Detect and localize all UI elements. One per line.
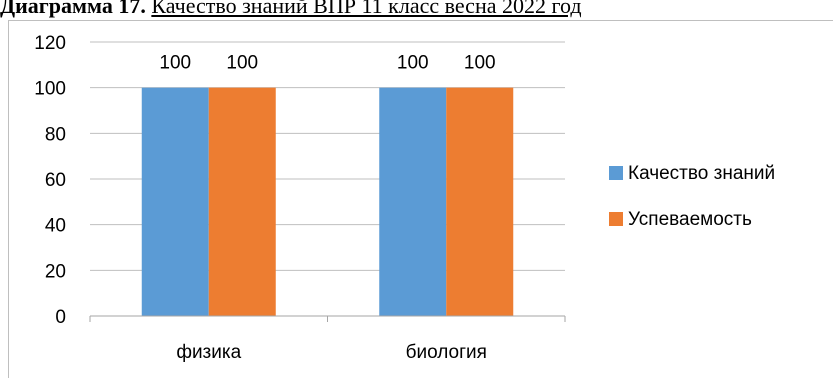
- data-label: 100: [464, 53, 496, 74]
- legend-entry: Качество знаний: [628, 163, 775, 184]
- x-tick-label: физика: [176, 342, 241, 363]
- legend-entry: Успеваемость: [628, 209, 752, 230]
- bars: [141, 87, 514, 317]
- bar-1-2: [379, 87, 447, 317]
- data-label: 100: [226, 53, 258, 74]
- legend-swatch: [609, 166, 623, 180]
- y-tick-label: 100: [34, 79, 66, 100]
- bar-2-1: [208, 87, 276, 317]
- chart-heading-prefix: Диаграмма 17.: [0, 0, 146, 18]
- legend: Качество знаний Успеваемость: [609, 163, 775, 230]
- y-tick-label: 20: [45, 261, 66, 282]
- axes: 0 20 40 60 80 100 120 физика биология: [34, 33, 566, 363]
- y-tick-label: 0: [55, 307, 66, 328]
- chart-heading-title: Качество знаний ВПР 11 класс весна 2022 …: [151, 0, 582, 18]
- y-tick-label: 80: [45, 124, 66, 145]
- data-label: 100: [159, 53, 191, 74]
- data-label: 100: [397, 53, 429, 74]
- y-tick-label: 120: [34, 33, 66, 54]
- x-tick-label: биология: [406, 342, 487, 363]
- chart-frame: [8, 20, 833, 378]
- bar-2-2: [446, 87, 514, 317]
- chart-heading: Диаграмма 17. Качество знаний ВПР 11 кла…: [0, 0, 833, 18]
- data-labels: 100 100 100 100: [159, 53, 495, 74]
- bar-1-1: [141, 87, 209, 317]
- legend-swatch: [609, 212, 623, 226]
- y-tick-label: 60: [45, 170, 66, 191]
- y-tick-label: 40: [45, 216, 66, 237]
